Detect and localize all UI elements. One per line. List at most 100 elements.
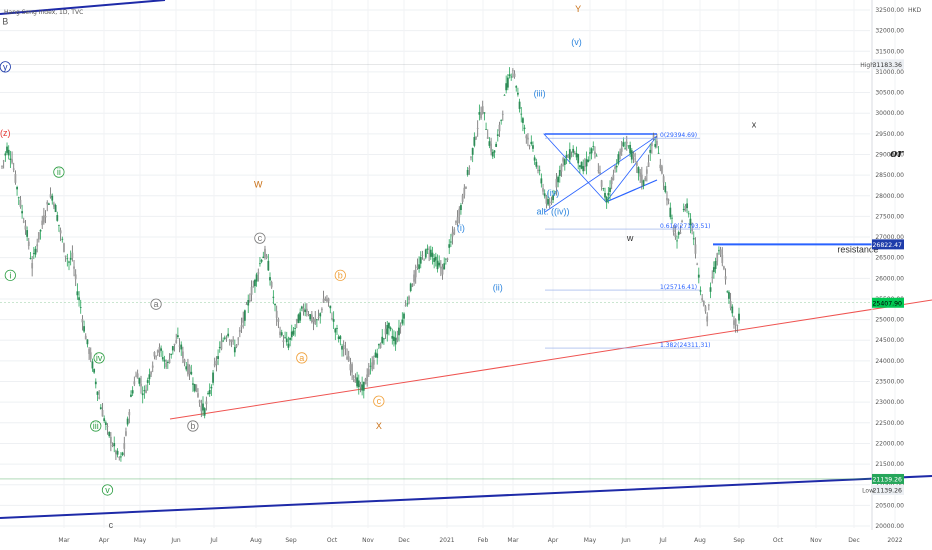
wave-circle (373, 395, 385, 407)
or-text: or (890, 147, 904, 160)
candle-body (305, 308, 308, 313)
candle-body (367, 369, 370, 375)
y-tick-label: 31500.00 (875, 48, 904, 55)
candle-body (339, 336, 342, 340)
wave-label: c (258, 233, 263, 243)
candle-body (490, 143, 492, 152)
candle-body (295, 319, 298, 322)
candle-body (151, 365, 154, 368)
fib-label: 0.618(27193.51) (660, 223, 711, 230)
candle-body (491, 152, 494, 157)
candle-body (176, 335, 179, 338)
candle-body (547, 199, 549, 205)
candle-body (259, 263, 261, 265)
candle-body (686, 203, 688, 209)
candle-body (309, 314, 312, 320)
candle-body (267, 260, 270, 271)
x-tick-label: Jul (658, 537, 667, 544)
candle-body (388, 322, 390, 329)
candle-body (614, 167, 616, 169)
candle-body (324, 298, 327, 300)
y-tick-label: 23500.00 (875, 379, 904, 386)
candle-body (120, 456, 122, 458)
wave-label: (v) (571, 37, 582, 47)
candle-body (557, 176, 559, 183)
candle-body (232, 339, 235, 341)
candle-body (223, 337, 226, 339)
candle-body (726, 291, 729, 293)
y-tick-label: 24500.00 (875, 337, 904, 344)
wave-circle (0, 61, 11, 73)
candle-body (418, 264, 420, 269)
candle-body (188, 366, 191, 374)
y-tick-label: 27500.00 (875, 213, 904, 220)
candle-body (341, 345, 343, 350)
candle-body (570, 155, 573, 157)
candle-body (321, 308, 323, 311)
y-tick-label: 29500.00 (875, 131, 904, 138)
candle-body (254, 279, 256, 287)
candle-body (429, 249, 432, 257)
candle-body (679, 232, 682, 234)
candle-body (195, 384, 198, 392)
candle-body (197, 393, 199, 397)
candle-body (131, 390, 134, 394)
candle-body (696, 263, 699, 265)
y-tick-label: 29000.00 (875, 151, 904, 158)
candle-body (501, 114, 504, 115)
candle-body (604, 193, 606, 198)
candle-body (460, 205, 462, 210)
candle-body (6, 146, 8, 153)
candle-body (41, 220, 44, 226)
candle-body (578, 165, 581, 168)
candle-body (495, 143, 498, 147)
candle-body (218, 346, 221, 348)
candle-body (103, 418, 106, 422)
x-tick-label: Nov (810, 537, 822, 544)
candle-body (532, 145, 534, 149)
candle-body (88, 348, 90, 354)
candle-body (401, 319, 404, 324)
candle-body (632, 153, 635, 157)
candle-body (594, 151, 596, 155)
candle-body (170, 353, 173, 355)
candle-body (563, 159, 566, 165)
candle-body (277, 319, 280, 322)
candle-body (423, 259, 425, 261)
candle-body (322, 298, 325, 303)
candle-body (128, 412, 131, 416)
candle-body (600, 180, 603, 187)
y-tick-label: 28000.00 (875, 193, 904, 200)
grid (0, 0, 896, 528)
candle-body (2, 160, 5, 162)
fib-levels: 0(29394.69) 0.618(27193.51) 1(25716.41) 1.3… (545, 132, 711, 349)
candle-body (712, 267, 715, 272)
candle-body (64, 255, 67, 257)
wave-circle (150, 298, 162, 310)
wave-label: iv (96, 353, 103, 363)
candle-body (411, 285, 414, 287)
candle-body (331, 318, 333, 320)
candle-body (32, 253, 35, 254)
candle-body (612, 174, 615, 181)
candle-body (627, 145, 630, 147)
candle-body (384, 328, 387, 335)
candle-body (69, 258, 72, 260)
candle-body (235, 344, 238, 348)
candle-body (106, 426, 109, 428)
x-tick-label: 2022 (887, 537, 902, 544)
candle-body (419, 256, 422, 264)
candle-body (478, 112, 481, 115)
candle-body (486, 136, 489, 139)
candle-body (16, 186, 18, 190)
candle-body (719, 249, 722, 255)
candle-body (150, 371, 152, 375)
candle-body (84, 335, 87, 340)
candle-body (609, 187, 611, 192)
candle-body (212, 372, 214, 383)
wave-label: (z) (0, 128, 11, 138)
wave-circle (93, 352, 105, 364)
y-tick-label: 31000.00 (875, 69, 904, 76)
